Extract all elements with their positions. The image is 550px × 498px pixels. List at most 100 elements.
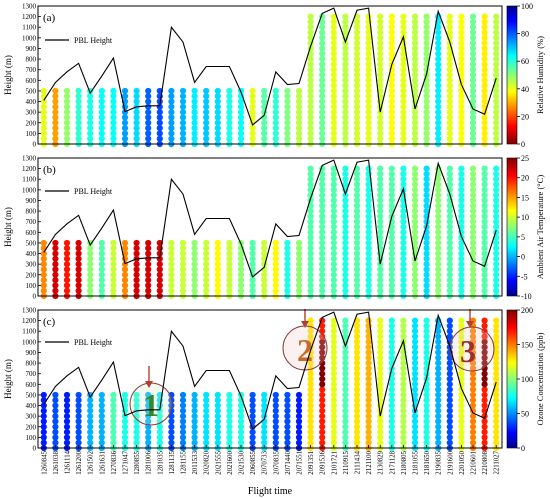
profile-point (307, 165, 314, 172)
profile-point (307, 276, 314, 284)
profile-point (469, 223, 477, 231)
profile-point (284, 423, 291, 430)
x-tick-label: 1261502 (88, 450, 95, 474)
profile-point (284, 109, 291, 116)
profile-point (168, 282, 175, 289)
profile-point (353, 202, 361, 209)
profile-point (307, 381, 314, 388)
y-tick-label: 1100 (22, 328, 36, 336)
profile-point (156, 130, 163, 137)
profile-point (493, 354, 500, 361)
x-tick-label: 2060855 (250, 450, 257, 474)
profile-point (307, 24, 314, 31)
profile-point (458, 276, 465, 284)
profile-point (319, 34, 326, 41)
profile-point (411, 218, 419, 225)
profile-point (75, 250, 82, 257)
profile-point (110, 124, 117, 132)
profile-point (469, 266, 477, 273)
profile-point (214, 114, 221, 121)
profile-point (411, 239, 419, 247)
profile-point (481, 77, 488, 84)
profile-point (377, 391, 384, 399)
profile-point (481, 93, 488, 100)
profile-point (272, 391, 279, 399)
profile-point (400, 87, 407, 95)
profile-point (435, 239, 442, 247)
profile-point (388, 391, 395, 399)
profile-point (307, 98, 314, 105)
profile-point (284, 245, 291, 252)
profile-point (493, 317, 500, 324)
profile-point (133, 119, 140, 126)
profile-point (237, 271, 245, 278)
profile-point (272, 261, 279, 268)
profile-point (261, 282, 268, 289)
profile-point (272, 93, 279, 100)
profile-point (365, 50, 372, 57)
profile-point (319, 71, 326, 79)
profile-point (52, 391, 59, 399)
profile-point (353, 223, 361, 231)
profile-point (330, 317, 337, 324)
profile-point (98, 103, 105, 110)
profile-point (469, 213, 477, 220)
profile-point (40, 439, 47, 446)
profile-point (168, 428, 175, 436)
profile-point (458, 186, 465, 193)
profile-point (446, 109, 453, 116)
profile-point (411, 261, 419, 268)
profile-point (75, 428, 82, 436)
profile-point (168, 245, 175, 252)
profile-point (377, 317, 384, 324)
profile-point (353, 66, 361, 73)
y-tick-label: 500 (26, 87, 37, 95)
profile-point (435, 207, 442, 215)
profile-point (493, 333, 500, 340)
colorbar-tick-label: 0 (521, 140, 525, 149)
profile-point (423, 197, 430, 204)
profile-point (249, 255, 256, 262)
profile-point (388, 434, 395, 441)
profile-point (469, 344, 477, 351)
profile-point (307, 130, 314, 137)
profile-point (365, 93, 372, 100)
profile-point (168, 266, 175, 273)
profile-point (214, 434, 221, 441)
profile-point (249, 276, 256, 284)
profile-point (168, 87, 175, 95)
profile-point (400, 271, 407, 278)
profile-point (319, 239, 326, 247)
panel-b-label: (b) (43, 164, 56, 176)
profile-point (52, 130, 59, 137)
profile-point (377, 119, 384, 126)
profile-point (353, 29, 361, 36)
profile-point (469, 124, 477, 132)
profile-point (469, 245, 477, 252)
profile-point (272, 239, 279, 247)
profile-point (458, 66, 465, 73)
profile-point (481, 266, 488, 273)
profile-point (330, 282, 337, 289)
profile-point (400, 255, 407, 262)
profile-point (307, 176, 314, 183)
profile-point (435, 397, 442, 404)
panel-c-colorbar (506, 309, 518, 449)
profile-point (40, 87, 47, 95)
profile-point (365, 439, 372, 446)
profile-point (342, 109, 349, 116)
profile-point (493, 255, 500, 262)
profile-point (353, 271, 361, 278)
profile-point (342, 119, 349, 126)
profile-point (435, 381, 442, 388)
profile-point (342, 223, 349, 231)
profile-point (388, 223, 395, 231)
profile-point (365, 282, 372, 289)
profile-point (353, 434, 361, 441)
profile-point (353, 365, 361, 372)
profile-point (458, 18, 465, 26)
profile-point (377, 176, 384, 183)
profile-point (458, 423, 465, 430)
profile-point (121, 239, 129, 247)
profile-point (493, 40, 500, 47)
